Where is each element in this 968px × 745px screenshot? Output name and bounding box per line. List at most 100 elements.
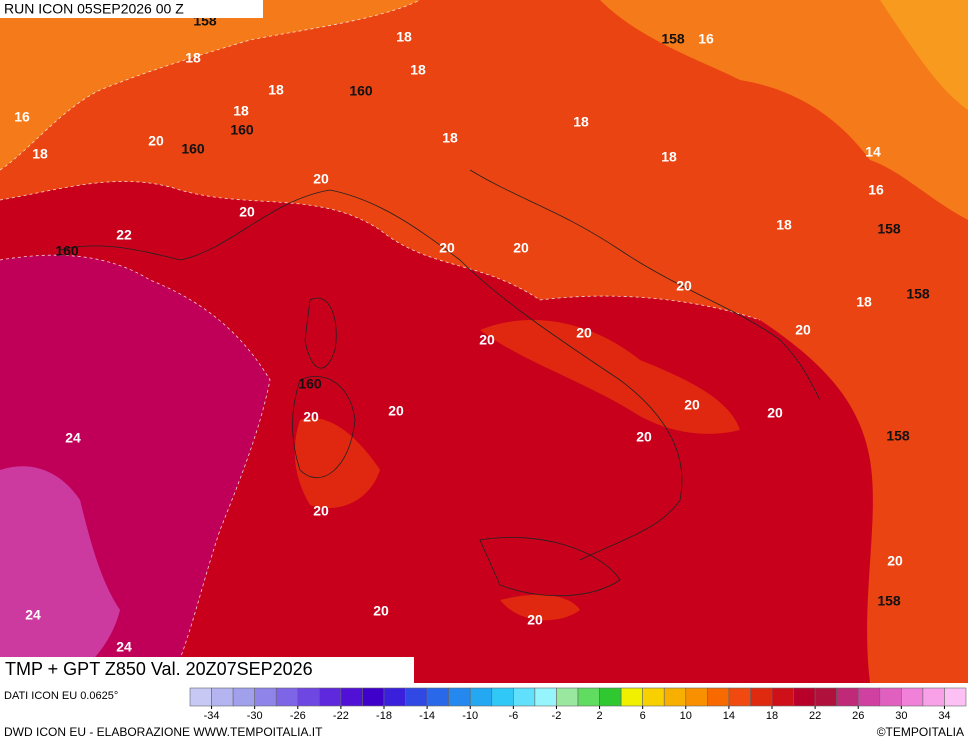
colorbar-swatch [944, 687, 967, 707]
contour-label: 24 [65, 430, 81, 446]
colorbar-swatch [663, 687, 687, 707]
colorbar: -34 -30 -26 -22 -18 -14 -10 -6 -2 2 6 10 14 18 22 26 30 3… [189, 687, 967, 722]
contour-label: 20 [313, 503, 329, 519]
contours [0, 0, 761, 684]
colorbar-swatch [426, 687, 449, 707]
colorbar-swatch [340, 687, 363, 707]
contour-label: 18 [442, 130, 458, 146]
colorbar-swatch [297, 687, 320, 707]
colorbar-swatch [362, 687, 385, 707]
contour-label: 22 [116, 227, 132, 243]
coastlines [59, 169, 821, 597]
colorbar-swatch [771, 687, 794, 707]
contour-label: 20 [767, 405, 783, 421]
contour-label: 20 [887, 553, 903, 569]
colorbar-tick-label: 14 [723, 710, 735, 722]
contour-label: 20 [684, 397, 700, 413]
contour-label: 20 [576, 325, 592, 341]
colorbar-swatch [556, 687, 579, 707]
colorbar-swatch [189, 687, 212, 707]
colorbar-swatch [728, 687, 751, 707]
contour-label: 20 [676, 278, 692, 294]
colorbar-swatch [922, 687, 945, 707]
contour-label: 18 [410, 62, 426, 78]
colorbar-swatch [383, 687, 406, 707]
credit: DWD ICON EU - ELABORAZIONE WWW.TEMPOITAL… [4, 725, 323, 739]
colorbar-tick-label: -2 [552, 710, 562, 722]
colorbar-swatch [448, 687, 471, 707]
contour-label: 160 [298, 376, 322, 392]
contour-label: 158 [661, 31, 685, 47]
contour-label: 20 [313, 171, 329, 187]
contour-label: 18 [776, 217, 792, 233]
colorbar-swatch [814, 687, 837, 707]
contour-label: 18 [268, 82, 284, 98]
colorbar-swatch [469, 687, 493, 707]
contour-label: 20 [513, 240, 529, 256]
contour-label: 20 [388, 403, 404, 419]
colorbar-swatch [901, 687, 924, 707]
colorbar-swatch [254, 687, 277, 707]
contour-label: 158 [877, 593, 901, 609]
run-title: RUN ICON 05SEP2026 00 Z [4, 1, 184, 17]
colorbar-tick-label: -14 [419, 710, 435, 722]
map-title: TMP + GPT Z850 Val. 20Z07SEP2026 [5, 659, 313, 679]
contour-label: 158 [906, 286, 930, 302]
contour-label: 20 [795, 322, 811, 338]
colorbar-tick-label: 34 [938, 710, 950, 722]
colorbar-swatch [750, 687, 773, 707]
colorbar-tick-label: -10 [462, 710, 478, 722]
colorbar-swatch [275, 687, 299, 707]
colorbar-tick-label: -18 [376, 710, 392, 722]
colorbar-tick-label: -6 [508, 710, 518, 722]
contour-label: 14 [865, 144, 881, 160]
contour-label: 158 [886, 428, 910, 444]
colorbar-tick-label: -22 [333, 710, 349, 722]
contour-label: 16 [698, 31, 714, 47]
colorbar-swatch [534, 687, 557, 707]
contour-label: 16 [14, 109, 30, 125]
contour-label: 18 [32, 146, 48, 162]
contour-label: 160 [181, 141, 205, 157]
colorbar-tick-label: 18 [766, 710, 778, 722]
colorbar-swatch [577, 687, 600, 707]
colorbar-swatch [707, 687, 730, 707]
contour-label: 18 [185, 50, 201, 66]
contour-label: 18 [396, 29, 412, 45]
contour-label: 20 [636, 429, 652, 445]
contour-label: 18 [661, 149, 677, 165]
contour-label: 16 [868, 182, 884, 198]
colorbar-tick-label: -34 [204, 710, 220, 722]
contour-label: 18 [233, 103, 249, 119]
colorbar-swatch [793, 687, 816, 707]
colorbar-tick-label: 10 [680, 710, 692, 722]
colorbar-swatch [513, 687, 536, 707]
map-labels: 158 18 16 18 20 18 18 160 160 18 18 160 18 18 158 16 18 1… [14, 13, 930, 655]
colorbar-tick-label: 30 [895, 710, 907, 722]
contour-label: 20 [479, 332, 495, 348]
colorbar-swatch [405, 687, 428, 707]
contour-label: 20 [373, 603, 389, 619]
colorbar-swatch [879, 687, 902, 707]
colorbar-swatch [620, 687, 643, 707]
contour-label: 20 [527, 612, 543, 628]
header-box [0, 0, 263, 18]
colorbar-tick-label: -30 [247, 710, 263, 722]
colorbar-swatch [642, 687, 665, 707]
colorbar-tick-label: 26 [852, 710, 864, 722]
contour-label: 18 [573, 114, 589, 130]
contour-label: 24 [116, 639, 132, 655]
contour-label: 160 [55, 243, 79, 259]
colorbar-swatch [491, 687, 514, 707]
colorbar-tick-label: -26 [290, 710, 306, 722]
colorbar-swatch [599, 687, 622, 707]
contour-label: 24 [25, 607, 41, 623]
contour-label: 158 [877, 221, 901, 237]
contour-label: 20 [239, 204, 255, 220]
map-title-box [0, 657, 414, 683]
colorbar-swatch [857, 687, 881, 707]
contour-label: 18 [856, 294, 872, 310]
contour-label: 160 [349, 83, 373, 99]
source-note: DATI ICON EU 0.0625° [4, 690, 118, 702]
